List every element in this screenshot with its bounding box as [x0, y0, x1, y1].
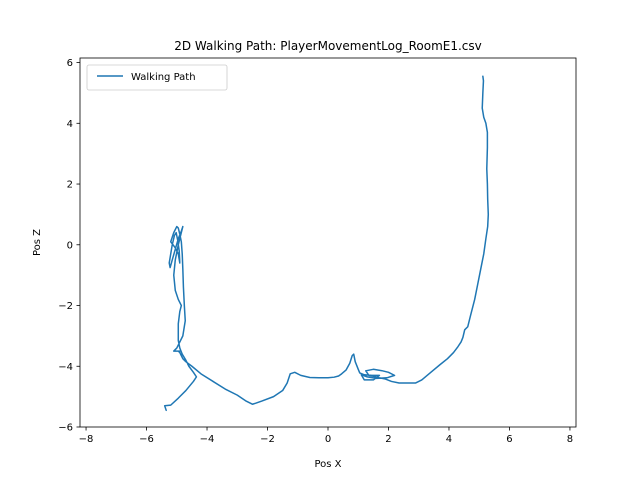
x-tick-label: 2 — [385, 434, 391, 445]
y-tick-label: −6 — [58, 423, 73, 434]
x-axis: −8 −6 −4 −2 0 2 4 6 8 — [79, 427, 573, 445]
x-tick-label: 8 — [567, 434, 573, 445]
y-tick-label: 4 — [67, 119, 73, 130]
x-axis-label: Pos X — [314, 459, 341, 470]
x-tick-label: 0 — [325, 434, 331, 445]
x-tick-label: −4 — [200, 434, 215, 445]
y-tick-label: 6 — [67, 58, 73, 69]
series-layer — [163, 75, 490, 412]
legend-label: Walking Path — [131, 72, 196, 83]
plot-area — [80, 58, 576, 427]
x-tick-label: −6 — [139, 434, 154, 445]
x-tick-label: 4 — [446, 434, 452, 445]
x-tick-label: −2 — [260, 434, 275, 445]
y-tick-label: 2 — [67, 180, 73, 191]
series-line-0 — [163, 75, 490, 412]
y-axis: −6 −4 −2 0 2 4 6 — [58, 58, 80, 434]
x-tick-label: 6 — [506, 434, 512, 445]
y-tick-label: −2 — [58, 301, 73, 312]
y-tick-label: −4 — [58, 362, 73, 373]
chart-title: 2D Walking Path: PlayerMovementLog_RoomE… — [174, 39, 482, 53]
legend-box — [86, 64, 228, 91]
y-axis-label: Pos Z — [32, 229, 43, 256]
legend: Walking Path — [86, 64, 228, 91]
y-tick-label: 0 — [67, 240, 73, 251]
x-tick-label: −8 — [79, 434, 94, 445]
